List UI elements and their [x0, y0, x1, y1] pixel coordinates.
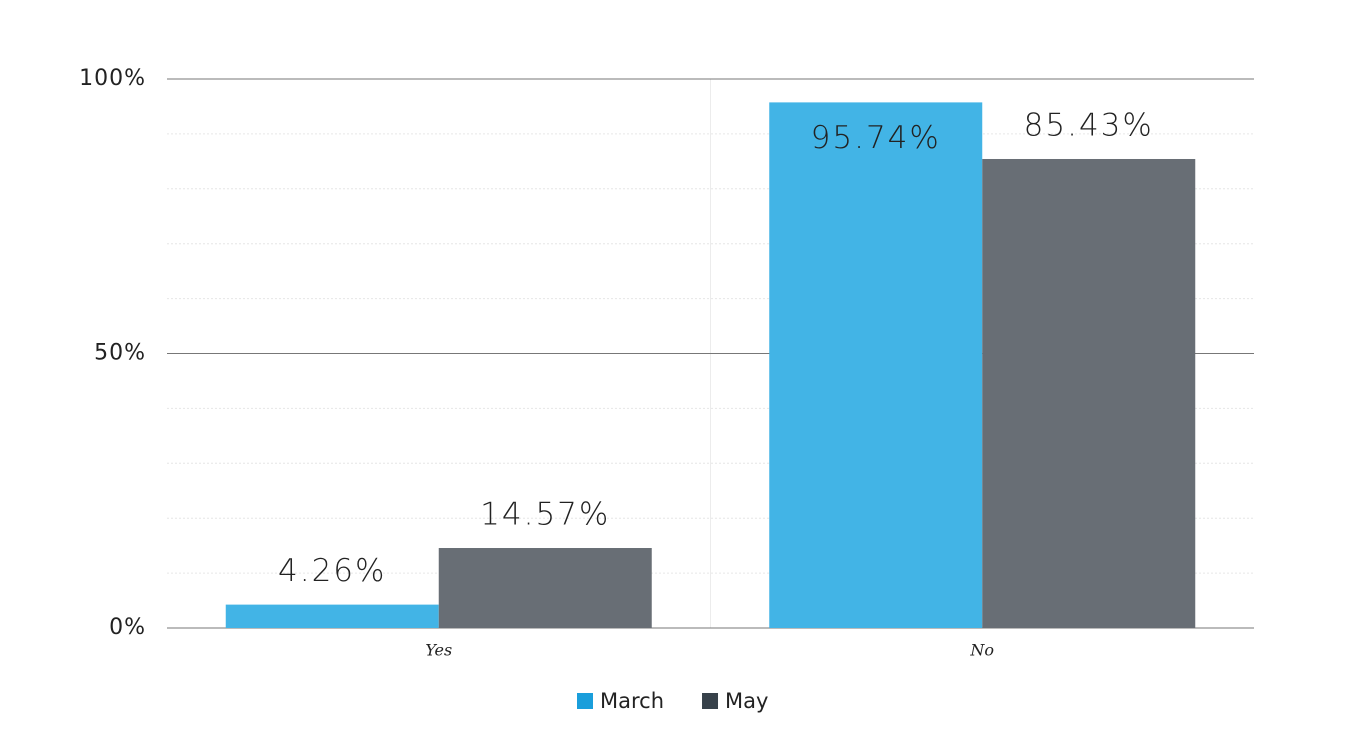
value-label: 85.43%	[1024, 107, 1154, 143]
x-tick-label: Yes	[425, 641, 452, 660]
bar	[438, 548, 652, 628]
legend-label: May	[725, 689, 768, 713]
bar	[769, 102, 983, 629]
value-label: 14.57%	[480, 497, 610, 533]
bar	[225, 604, 439, 628]
bar	[982, 158, 1196, 628]
y-tick-label: 0%	[109, 615, 146, 640]
value-label: 95.74%	[811, 120, 941, 156]
y-tick-label: 50%	[94, 341, 146, 366]
x-tick-label: No	[969, 641, 994, 660]
y-tick-label: 100%	[79, 66, 146, 91]
legend-label: March	[600, 689, 664, 713]
value-label: 4.26%	[278, 553, 386, 589]
legend-swatch	[702, 693, 719, 709]
legend-swatch	[577, 693, 593, 709]
